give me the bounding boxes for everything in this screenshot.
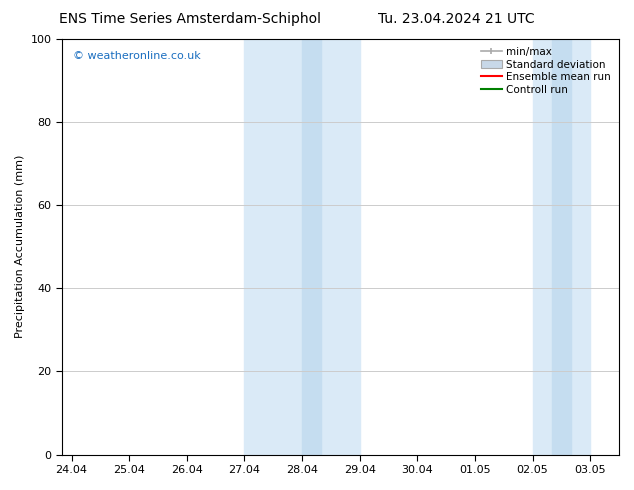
Bar [533, 39, 590, 455]
Legend: min/max, Standard deviation, Ensemble mean run, Controll run: min/max, Standard deviation, Ensemble me… [478, 44, 614, 98]
Y-axis label: Precipitation Accumulation (mm): Precipitation Accumulation (mm) [15, 155, 25, 338]
Text: Tu. 23.04.2024 21 UTC: Tu. 23.04.2024 21 UTC [378, 12, 535, 26]
Bar [245, 39, 359, 455]
Text: © weatheronline.co.uk: © weatheronline.co.uk [73, 51, 201, 61]
Text: ENS Time Series Amsterdam-Schiphol: ENS Time Series Amsterdam-Schiphol [59, 12, 321, 26]
Bar [552, 39, 571, 455]
Bar [302, 39, 321, 455]
